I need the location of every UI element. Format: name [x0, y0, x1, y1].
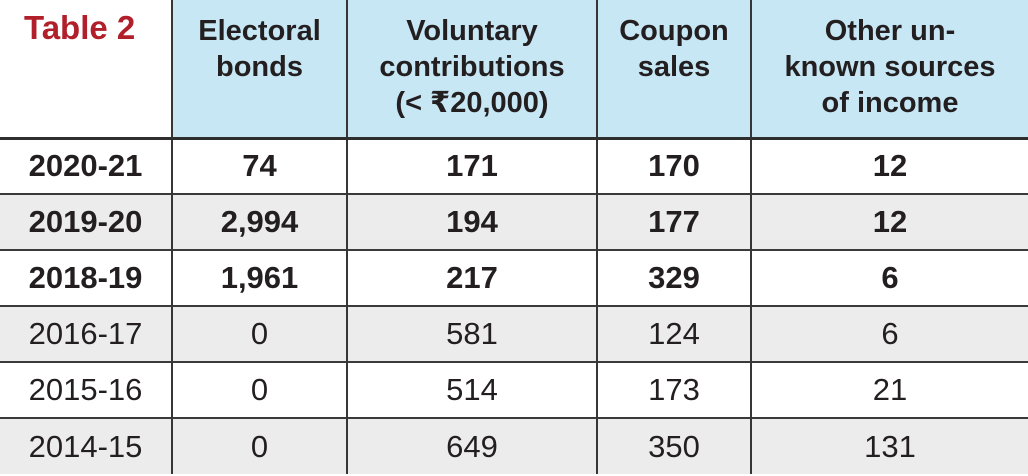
value-cell: 0 — [171, 361, 347, 418]
table-title: Table 2 — [24, 9, 136, 46]
value-cell: 194 — [346, 193, 597, 250]
year-cell: 2016-17 — [0, 305, 172, 362]
value-cell: 12 — [750, 193, 1028, 250]
value-cell: 329 — [596, 249, 751, 306]
value-cell: 131 — [750, 417, 1028, 474]
value-cell: 12 — [750, 138, 1028, 194]
corner-cell: Table 2 — [0, 0, 172, 140]
year-cell: 2018-19 — [0, 249, 172, 306]
value-cell: 350 — [596, 417, 751, 474]
value-cell: 6 — [750, 249, 1028, 306]
year-cell: 2015-16 — [0, 361, 172, 418]
value-cell: 173 — [596, 361, 751, 418]
value-cell: 581 — [346, 305, 597, 362]
value-cell: 124 — [596, 305, 751, 362]
value-cell: 217 — [346, 249, 597, 306]
table-row-2020-21: 2020-21 74 171 170 12 — [0, 138, 1028, 194]
value-cell: 514 — [346, 361, 597, 418]
value-cell: 6 — [750, 305, 1028, 362]
table-row-2015-16: 2015-16 0 514 173 21 — [0, 361, 1028, 418]
year-cell: 2020-21 — [0, 138, 172, 194]
value-cell: 0 — [171, 305, 347, 362]
value-cell: 1,961 — [171, 249, 347, 306]
value-cell: 171 — [346, 138, 597, 194]
table-row-2019-20: 2019-20 2,994 194 177 12 — [0, 193, 1028, 250]
year-cell: 2014-15 — [0, 417, 172, 474]
value-cell: 2,994 — [171, 193, 347, 250]
column-header-other-unknown-sources: Other un- known sources of income — [750, 0, 1028, 140]
value-cell: 74 — [171, 138, 347, 194]
value-cell: 21 — [750, 361, 1028, 418]
value-cell: 649 — [346, 417, 597, 474]
table-row-2016-17: 2016-17 0 581 124 6 — [0, 305, 1028, 362]
value-cell: 170 — [596, 138, 751, 194]
table-row-2014-15: 2014-15 0 649 350 131 — [0, 417, 1028, 474]
column-header-electoral-bonds: Electoral bonds — [171, 0, 347, 140]
value-cell: 177 — [596, 193, 751, 250]
year-cell: 2019-20 — [0, 193, 172, 250]
table-header-row: Table 2 Electoral bonds Voluntary contri… — [0, 0, 1028, 140]
column-header-voluntary-contributions: Voluntary contributions (< ₹20,000) — [346, 0, 597, 140]
value-cell: 0 — [171, 417, 347, 474]
column-header-coupon-sales: Coupon sales — [596, 0, 751, 140]
table-row-2018-19: 2018-19 1,961 217 329 6 — [0, 249, 1028, 306]
